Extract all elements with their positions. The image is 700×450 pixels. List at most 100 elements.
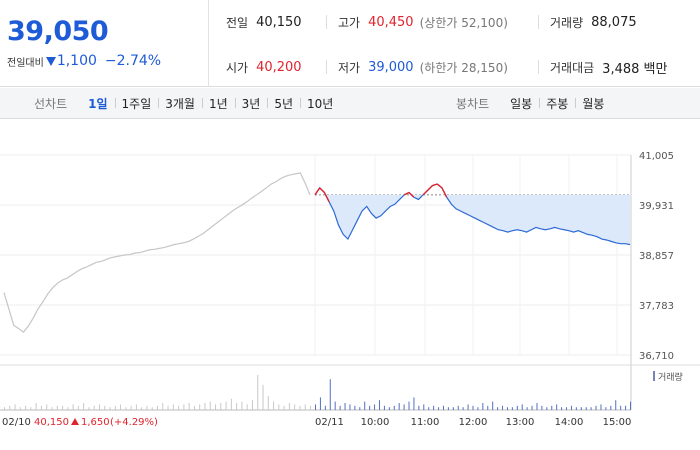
volume-bar (162, 403, 164, 410)
low-cell: 저가 39,000 (하한가 28,150) (338, 57, 508, 77)
volume-bar (329, 379, 331, 410)
current-price: 39,050 (7, 16, 109, 47)
volume-bar (251, 400, 253, 410)
y-axis-ticks: 41,005 39,931 38,857 37,783 36,710 (639, 151, 674, 362)
volume-bar (98, 404, 100, 410)
volume-bar (595, 405, 597, 410)
volume-bar (506, 407, 508, 410)
tab-1w[interactable]: 1주일 (114, 95, 159, 112)
volume-bar (299, 405, 301, 410)
above-prev-close-segment (427, 185, 434, 191)
prev-close-cell: 전일 40,150 (226, 12, 302, 32)
y-tick-label: 38,857 (639, 251, 674, 262)
divider (538, 60, 539, 74)
low-label: 저가 (338, 60, 361, 75)
price-chart[interactable]: 41,005 39,931 38,857 37,783 36,710 02/11 10:0… (0, 120, 700, 450)
volume-bar (9, 405, 11, 410)
y-tick-label: 37,783 (639, 301, 674, 312)
price-lines (3, 172, 631, 334)
lower-limit: (하한가 28,150) (419, 60, 508, 75)
volume-bar (157, 405, 158, 410)
trade-value-cell: 거래대금 3,488 백만 (550, 57, 667, 77)
chart-tab-bar: 선차트 1일 1주일 3개월 1년 3년 5년 10년 봉차트 일봉 주봉 월봉 (0, 88, 700, 119)
prev-close-label: 전일 (226, 15, 249, 30)
volume-bar (580, 407, 582, 410)
prev-day-series (3, 172, 311, 334)
volume-bar (531, 405, 533, 410)
volume-bar (83, 403, 85, 410)
volume-legend-label: 거래량 (658, 371, 683, 383)
tab-1d[interactable]: 1일 (88, 97, 108, 111)
above-prev-close-segment (432, 183, 438, 187)
volume-bar (511, 407, 513, 410)
tab-3y[interactable]: 3년 (234, 95, 268, 112)
volume-bar (315, 404, 316, 410)
divider (326, 60, 327, 74)
volume-bar (541, 405, 543, 410)
x-tick-label: 15:00 (603, 417, 632, 428)
volume-bar (135, 404, 137, 410)
volume-bar (605, 407, 607, 410)
line-chart-tabs: 선차트 1일 1주일 3개월 1년 3년 5년 10년 (34, 88, 340, 119)
volume-bar (230, 398, 232, 410)
volume-bar (467, 404, 469, 410)
volume-bar (349, 404, 351, 410)
footer-change: 1,650 (81, 417, 110, 428)
volume-bar (114, 405, 116, 410)
volume-bar (359, 407, 361, 410)
tab-weekly[interactable]: 주봉 (539, 95, 575, 112)
volume-legend: 거래량 (653, 371, 683, 383)
volume-bar (241, 401, 243, 410)
tab-1y[interactable]: 1년 (201, 95, 235, 112)
tab-10y[interactable]: 10년 (300, 95, 340, 112)
volume-bar (388, 407, 390, 410)
volume-bar (610, 405, 612, 410)
volume-bar (167, 405, 169, 410)
volume-bar (19, 407, 21, 410)
upper-limit: (상한가 52,100) (419, 15, 508, 30)
volume-bar (378, 400, 380, 410)
candle-chart-title: 봉차트 (456, 97, 490, 111)
volume-bar (146, 405, 148, 410)
volume-bar (575, 407, 577, 410)
volume-bar (502, 405, 504, 410)
volume-bar (288, 403, 290, 410)
volume-bar (497, 407, 499, 410)
below-prev-close-area (315, 194, 630, 245)
change-amount: 1,100 (56, 53, 97, 69)
volume-bar (408, 401, 410, 410)
volume-bar (109, 407, 111, 410)
above-prev-close-segment (436, 183, 443, 189)
trade-value-label: 거래대금 (550, 60, 595, 75)
volume-bar (35, 403, 37, 410)
volume-bar (193, 405, 195, 410)
tab-monthly[interactable]: 월봉 (575, 95, 611, 112)
volume-bar (339, 405, 341, 410)
divider (538, 15, 539, 29)
tab-daily[interactable]: 일봉 (510, 97, 533, 111)
tab-3m[interactable]: 3개월 (158, 95, 202, 112)
volume-bar (4, 407, 5, 410)
volume-bar (482, 403, 484, 410)
tab-5y[interactable]: 5년 (267, 95, 300, 112)
volume-bar (369, 405, 371, 410)
x-tick-label: 11:00 (411, 417, 440, 428)
footer-price: 40,150 (34, 417, 69, 428)
above-prev-close-segment (422, 189, 429, 196)
volume-bar (236, 403, 238, 410)
fill-area (315, 194, 630, 245)
open-cell: 시가 40,200 (226, 57, 302, 77)
volume-bar (14, 404, 16, 410)
volume-bar (516, 405, 518, 410)
volume-bar (620, 405, 622, 410)
prev-close-value: 40,150 (256, 14, 302, 30)
volume-label: 거래량 (550, 15, 584, 30)
footer-date: 02/10 (2, 417, 31, 428)
volume-bar (220, 403, 222, 410)
low-value: 39,000 (368, 59, 414, 75)
volume-bar (267, 396, 269, 410)
volume-bar (472, 405, 474, 410)
volume-bar (364, 401, 366, 410)
volume-bar (590, 407, 592, 410)
volume-bar (457, 405, 459, 410)
